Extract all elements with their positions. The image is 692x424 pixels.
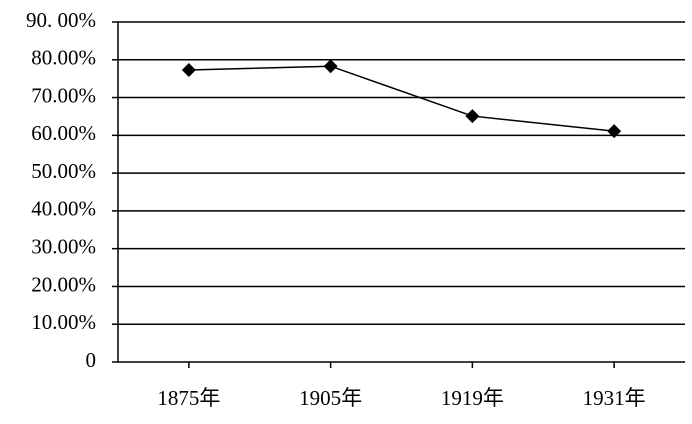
x-tick-label: 1905年 xyxy=(299,386,362,410)
marker xyxy=(181,62,196,77)
line xyxy=(188,65,615,132)
y-tick-label: 60.00% xyxy=(31,121,96,145)
y-tick-label: 40.00% xyxy=(31,197,96,221)
y-tick-label: 0 xyxy=(86,348,97,372)
x-tick-label: 1875年 xyxy=(157,386,220,410)
marker xyxy=(465,109,480,124)
marker xyxy=(323,59,338,74)
x-tick-label: 1931年 xyxy=(583,386,646,410)
y-tick-label: 50.00% xyxy=(31,159,96,183)
y-tick-label: 70.00% xyxy=(31,83,96,107)
y-tick-label: 30.00% xyxy=(31,234,96,258)
y-tick-label: 80.00% xyxy=(31,46,96,70)
y-tick-label: 90. 00% xyxy=(26,8,96,32)
y-tick-label: 10.00% xyxy=(31,310,96,334)
x-tick-label: 1919年 xyxy=(441,386,504,410)
marker xyxy=(607,124,622,139)
y-tick-label: 20.00% xyxy=(31,272,96,296)
